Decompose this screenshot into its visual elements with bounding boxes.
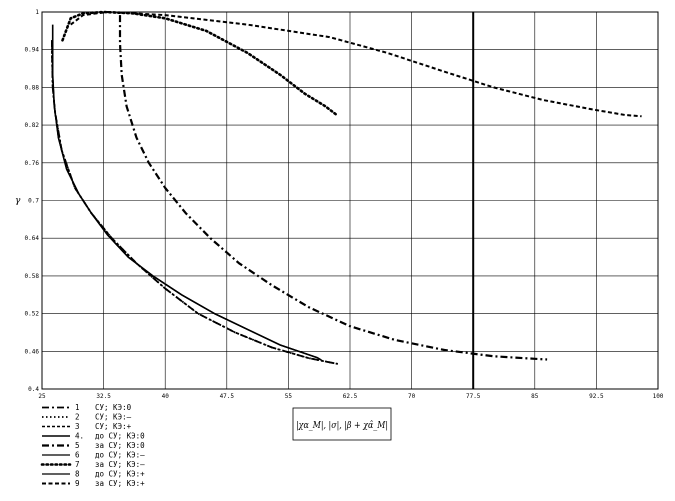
legend-label: до СУ; КЭ:0 <box>95 432 145 441</box>
x-axis-label-text: |χα_M|, |σ|, |β + χα̂_M| <box>296 420 388 431</box>
legend-label: за СУ; КЭ:0 <box>95 441 145 450</box>
series-line-3 <box>51 40 338 365</box>
x-tick-label: 25 <box>38 393 46 400</box>
y-tick-label: 1 <box>35 9 39 16</box>
y-tick-label: 0.4 <box>28 386 39 393</box>
series-line-2 <box>51 40 338 365</box>
legend-number: 4. <box>75 432 84 441</box>
legend-label: СУ; КЭ:+ <box>95 422 132 431</box>
series-line-8 <box>52 30 322 361</box>
series-line-6 <box>52 30 322 361</box>
legend-number: 7 <box>75 460 80 469</box>
y-tick-label: 0.58 <box>25 273 40 280</box>
x-tick-label: 85 <box>531 393 539 400</box>
plot-frame <box>41 11 659 390</box>
series-line-9 <box>70 11 642 118</box>
x-tick-label: 100 <box>653 393 664 400</box>
y-axis-label: γ <box>15 196 21 206</box>
x-tick-label: 92.5 <box>589 393 604 400</box>
series-line-5 <box>118 15 548 361</box>
x-axis-label: |χα_M|, |σ|, |β + χα̂_M| <box>292 407 392 441</box>
x-axis-label-box <box>292 407 392 441</box>
legend-number: 1 <box>75 403 80 412</box>
legend-number: 9 <box>75 479 80 488</box>
series-line-7 <box>61 10 339 117</box>
y-tick-label: 0.46 <box>25 348 40 355</box>
x-tick-label: 62.5 <box>343 393 358 400</box>
legend-number: 3 <box>75 422 80 431</box>
legend-number: 2 <box>75 413 80 422</box>
tick-labels: 25 32.5 40 47.5 55 62.5 70 77.5 85 92.5 100 0.4 0.46… <box>25 9 664 400</box>
legend-label: до СУ; КЭ:– <box>95 451 145 460</box>
legend-label: СУ; КЭ:– <box>95 413 132 422</box>
y-tick-label: 0.76 <box>25 160 40 167</box>
y-tick-label: 0.82 <box>25 122 40 129</box>
x-tick-label: 40 <box>162 393 170 400</box>
x-tick-label: 55 <box>285 393 293 400</box>
grid <box>41 11 659 390</box>
y-tick-label: 0.52 <box>25 311 40 318</box>
series-line-1 <box>51 40 338 365</box>
legend-label: до СУ; КЭ:+ <box>95 470 145 479</box>
x-tick-label: 47.5 <box>220 393 235 400</box>
y-tick-label: 0.88 <box>25 84 40 91</box>
y-tick-label: 0.64 <box>25 235 40 242</box>
y-tick-label: 0.7 <box>28 198 39 205</box>
legend: 1 СУ; КЭ:0 2 СУ; КЭ:– 3 СУ; КЭ:+ 4. до СУ; К… <box>40 403 145 488</box>
legend-number: 8 <box>75 470 80 479</box>
legend-label: за СУ; КЭ:– <box>95 460 145 469</box>
x-tick-label: 70 <box>408 393 416 400</box>
legend-number: 6 <box>75 451 80 460</box>
x-tick-label: 77.5 <box>466 393 481 400</box>
legend-label: СУ; КЭ:0 <box>95 403 132 412</box>
legend-number: 5 <box>75 441 80 450</box>
series-lines <box>51 10 642 365</box>
y-tick-label: 0.94 <box>25 47 40 54</box>
legend-label: за СУ; КЭ:+ <box>95 479 145 488</box>
x-tick-label: 32.5 <box>96 393 111 400</box>
